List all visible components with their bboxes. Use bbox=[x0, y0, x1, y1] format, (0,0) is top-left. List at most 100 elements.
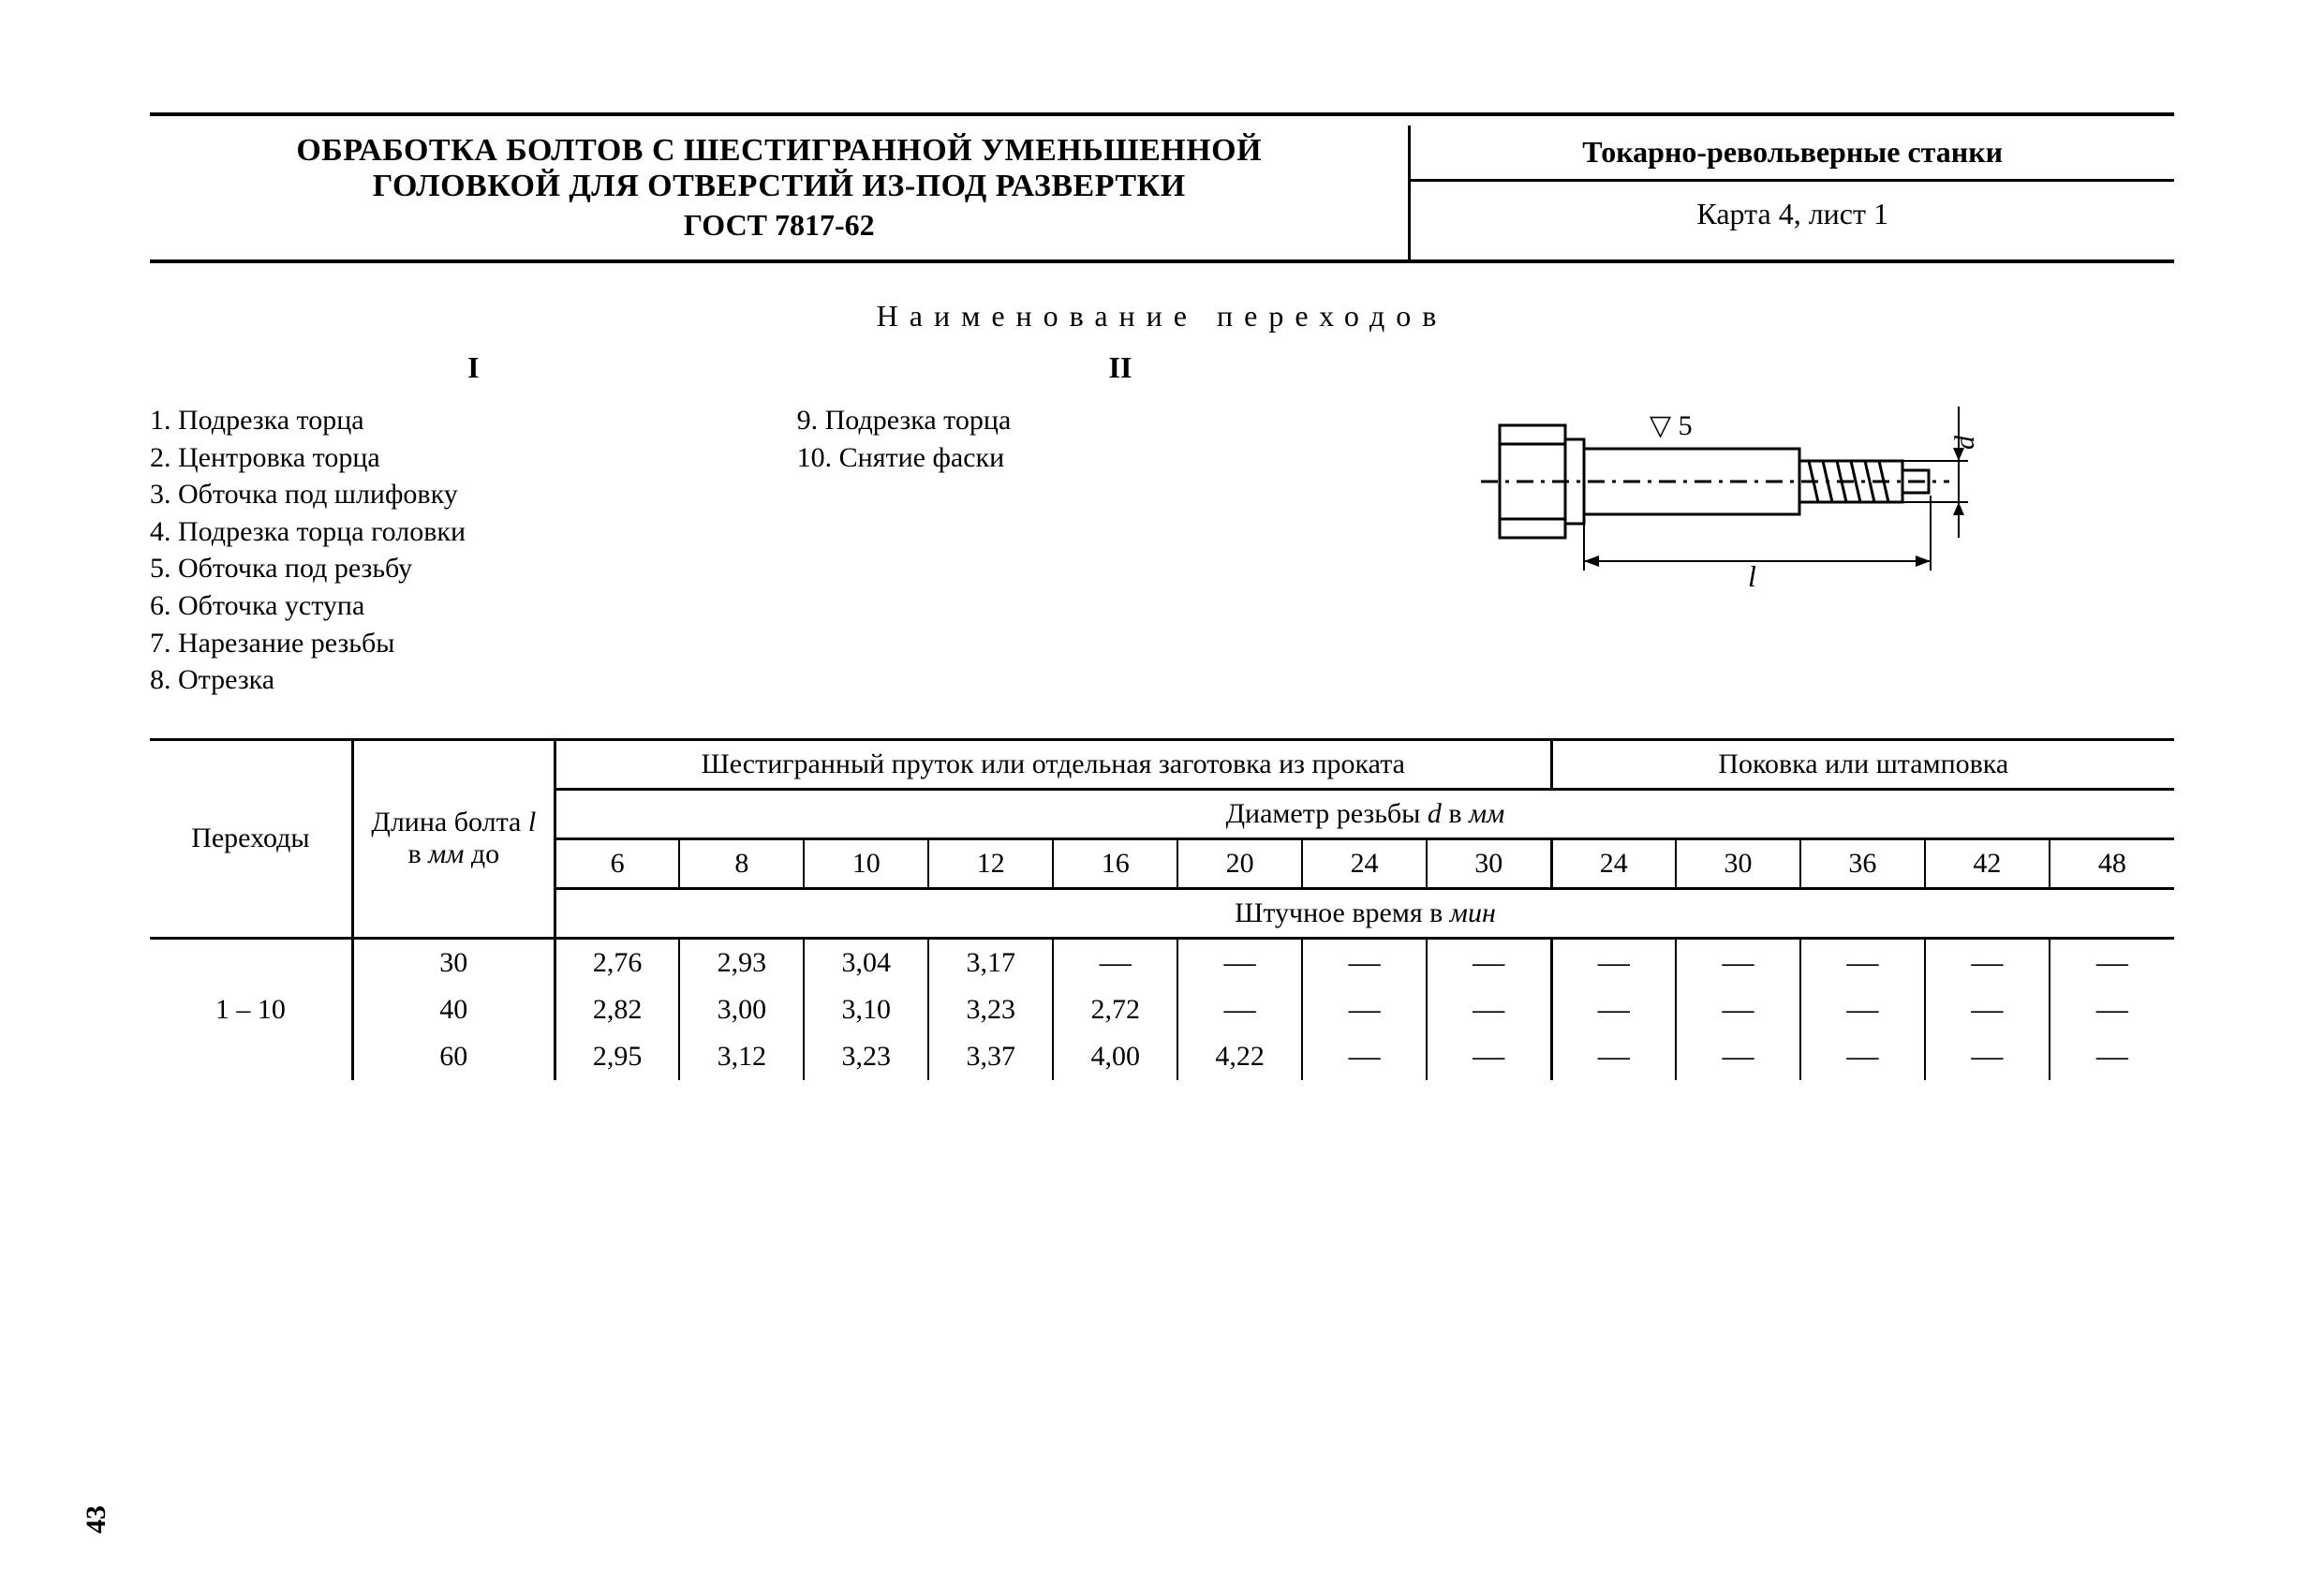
val-cell: — bbox=[1302, 986, 1427, 1033]
val-cell: 3,37 bbox=[928, 1033, 1053, 1080]
dim-d-label: d bbox=[1949, 435, 1980, 450]
roman-I: I bbox=[150, 350, 797, 385]
diam-head: 10 bbox=[804, 838, 928, 888]
diam-head: 24 bbox=[1551, 838, 1676, 888]
val-cell: — bbox=[1427, 986, 1551, 1033]
val-cell: 3,23 bbox=[928, 986, 1053, 1033]
op-item: 5. Обточка под резьбу bbox=[150, 550, 797, 587]
machine-type: Токарно-револьверные станки bbox=[1411, 126, 2174, 182]
val-cell: 3,00 bbox=[679, 986, 804, 1033]
val-cell: — bbox=[1925, 986, 2050, 1033]
val-cell: — bbox=[1800, 986, 1925, 1033]
title-line-2: ГОЛОВКОЙ ДЛЯ ОТВЕРСТИЙ ИЗ-ПОД РАЗВЕРТКИ bbox=[169, 169, 1389, 204]
val-cell: — bbox=[2050, 938, 2174, 986]
header-right: Токарно-револьверные станки Карта 4, лис… bbox=[1408, 126, 2174, 259]
op-item: 6. Обточка уступа bbox=[150, 587, 797, 625]
op-item: 9. Подрезка торца bbox=[797, 402, 1444, 439]
surface-mark: ▽ 5 bbox=[1650, 410, 1693, 441]
len-cell: 40 bbox=[352, 986, 555, 1033]
column-II-list: 9. Подрезка торца 10. Снятие фаски bbox=[797, 402, 1444, 476]
table-row: 1 – 10 30 2,76 2,93 3,04 3,17 — — — — — … bbox=[150, 938, 2174, 986]
diam-head: 6 bbox=[555, 838, 679, 888]
diam-head: 42 bbox=[1925, 838, 2050, 888]
val-cell: 4,00 bbox=[1053, 1033, 1177, 1080]
transition-cell: 1 – 10 bbox=[150, 938, 352, 1080]
diam-head: 12 bbox=[928, 838, 1053, 888]
op-item: 8. Отрезка bbox=[150, 661, 797, 699]
val-cell: 3,12 bbox=[679, 1033, 804, 1080]
val-cell: — bbox=[1053, 938, 1177, 986]
op-item: 10. Снятие фаски bbox=[797, 439, 1444, 477]
val-cell: 3,10 bbox=[804, 986, 928, 1033]
row-time: Штучное время в мин bbox=[555, 888, 2174, 938]
page: ОБРАБОТКА БОЛТОВ С ШЕСТИГРАННОЙ УМЕНЬШЕН… bbox=[0, 0, 2324, 1571]
diam-head: 16 bbox=[1053, 838, 1177, 888]
diam-head: 8 bbox=[679, 838, 804, 888]
title-line-1: ОБРАБОТКА БОЛТОВ С ШЕСТИГРАННОЙ УМЕНЬШЕН… bbox=[169, 133, 1389, 169]
diam-head: 36 bbox=[1800, 838, 1925, 888]
val-cell: 2,72 bbox=[1053, 986, 1177, 1033]
val-cell: — bbox=[1302, 1033, 1427, 1080]
len-cell: 60 bbox=[352, 1033, 555, 1080]
diam-head: 48 bbox=[2050, 838, 2174, 888]
row-diameter: Диаметр резьбы d в мм bbox=[555, 789, 2174, 838]
data-table: Переходы Длина болта lв мм до Шестигранн… bbox=[150, 738, 2174, 1080]
op-item: 4. Подрезка торца головки bbox=[150, 513, 797, 551]
val-cell: — bbox=[1676, 986, 1800, 1033]
card-sheet: Карта 4, лист 1 bbox=[1411, 182, 2174, 246]
col-header-length: Длина болта lв мм до bbox=[352, 741, 555, 939]
roman-II: II bbox=[797, 350, 1444, 385]
section-heading: Наименование переходов bbox=[150, 299, 2174, 333]
op-item: 1. Подрезка торца bbox=[150, 402, 797, 439]
val-cell: — bbox=[2050, 1033, 2174, 1080]
column-I: I 1. Подрезка торца 2. Центровка торца 3… bbox=[150, 350, 797, 699]
col-header-transitions: Переходы bbox=[150, 741, 352, 939]
val-cell: — bbox=[1551, 986, 1676, 1033]
bolt-figure: ▽ 5 d l bbox=[1443, 350, 2174, 594]
val-cell: 3,17 bbox=[928, 938, 1053, 986]
diam-head: 30 bbox=[1427, 838, 1551, 888]
op-item: 7. Нарезание резьбы bbox=[150, 625, 797, 662]
title-line-3: ГОСТ 7817-62 bbox=[169, 208, 1389, 243]
val-cell: 3,04 bbox=[804, 938, 928, 986]
val-cell: 2,93 bbox=[679, 938, 804, 986]
page-number: 43 bbox=[81, 1505, 112, 1534]
val-cell: 2,76 bbox=[555, 938, 679, 986]
val-cell: — bbox=[1800, 1033, 1925, 1080]
col-header-length-text: Длина болта lв мм до bbox=[371, 807, 536, 869]
group-stock: Шестигранный пруток или отдельная загото… bbox=[555, 741, 1551, 790]
column-I-list: 1. Подрезка торца 2. Центровка торца 3. … bbox=[150, 402, 797, 699]
val-cell: — bbox=[1427, 1033, 1551, 1080]
column-II: II 9. Подрезка торца 10. Снятие фаски bbox=[797, 350, 1444, 476]
header-left: ОБРАБОТКА БОЛТОВ С ШЕСТИГРАННОЙ УМЕНЬШЕН… bbox=[150, 126, 1408, 259]
val-cell: — bbox=[1551, 1033, 1676, 1080]
dim-l-label: l bbox=[1748, 559, 1756, 593]
bolt-svg: ▽ 5 d l bbox=[1462, 350, 1987, 594]
table-row: 40 2,82 3,00 3,10 3,23 2,72 — — — — — — … bbox=[150, 986, 2174, 1033]
val-cell: — bbox=[1427, 938, 1551, 986]
val-cell: — bbox=[1177, 986, 1302, 1033]
val-cell: — bbox=[2050, 986, 2174, 1033]
top-rule bbox=[150, 112, 2174, 116]
val-cell: 2,82 bbox=[555, 986, 679, 1033]
operations-columns: I 1. Подрезка торца 2. Центровка торца 3… bbox=[150, 350, 2174, 699]
val-cell: — bbox=[1302, 938, 1427, 986]
diam-head: 24 bbox=[1302, 838, 1427, 888]
table-row: 60 2,95 3,12 3,23 3,37 4,00 4,22 — — — —… bbox=[150, 1033, 2174, 1080]
diam-head: 30 bbox=[1676, 838, 1800, 888]
val-cell: 3,23 bbox=[804, 1033, 928, 1080]
header-block: ОБРАБОТКА БОЛТОВ С ШЕСТИГРАННОЙ УМЕНЬШЕН… bbox=[150, 126, 2174, 263]
val-cell: — bbox=[1800, 938, 1925, 986]
val-cell: — bbox=[1676, 1033, 1800, 1080]
val-cell: — bbox=[1676, 938, 1800, 986]
len-cell: 30 bbox=[352, 938, 555, 986]
diam-head: 20 bbox=[1177, 838, 1302, 888]
val-cell: 4,22 bbox=[1177, 1033, 1302, 1080]
val-cell: — bbox=[1551, 938, 1676, 986]
val-cell: — bbox=[1177, 938, 1302, 986]
timing-table: Переходы Длина болта lв мм до Шестигранн… bbox=[150, 741, 2174, 1080]
val-cell: — bbox=[1925, 1033, 2050, 1080]
op-item: 3. Обточка под шлифовку bbox=[150, 476, 797, 513]
val-cell: 2,95 bbox=[555, 1033, 679, 1080]
op-item: 2. Центровка торца bbox=[150, 439, 797, 477]
